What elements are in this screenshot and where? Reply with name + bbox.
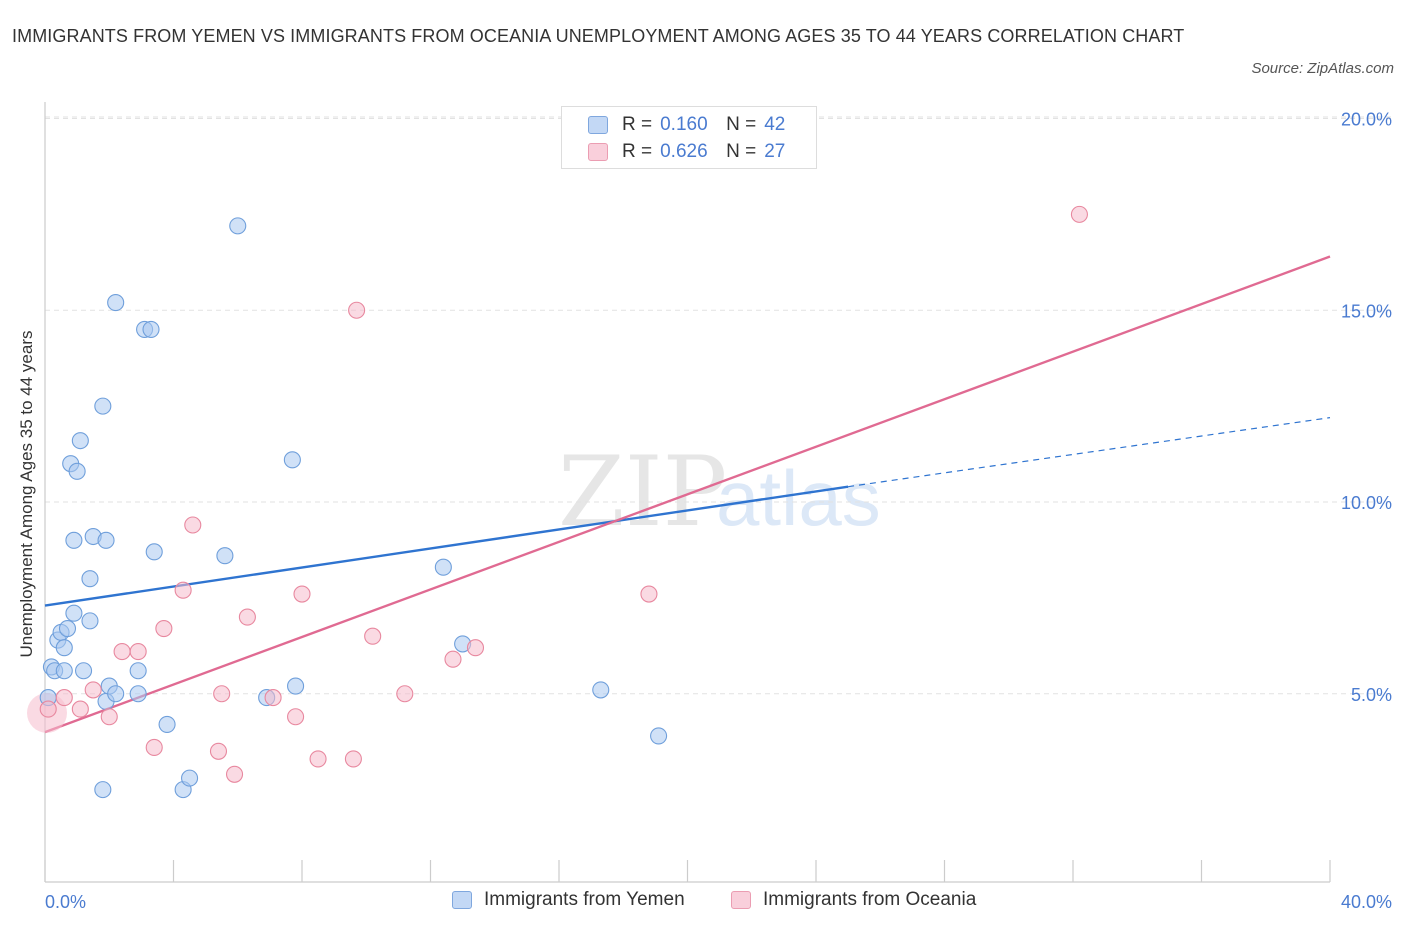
series-swatch-oceania — [731, 891, 751, 909]
grid-lines — [45, 116, 1392, 695]
legend-row-oceania: R = 0.626 N = 27 — [588, 140, 785, 164]
series-legend-label-oceania: Immigrants from Oceania — [763, 889, 977, 910]
point-oceania — [155, 620, 173, 638]
point-yemen — [55, 639, 73, 657]
point-yemen — [287, 677, 305, 695]
legend-row-yemen: R = 0.160 N = 42 — [588, 113, 785, 137]
series-legend: Immigrants from Yemen Immigrants from Oc… — [0, 889, 1406, 915]
y-tick-label: 10.0% — [1341, 493, 1392, 513]
point-yemen — [58, 620, 77, 638]
series-swatch-yemen — [452, 891, 472, 909]
point-oceania — [396, 685, 414, 703]
trend-line-oceania — [44, 255, 1331, 734]
point-yemen — [142, 320, 160, 338]
point-oceania — [84, 681, 102, 699]
point-oceania — [1070, 205, 1088, 223]
point-oceania — [129, 643, 147, 661]
point-oceania — [444, 650, 462, 668]
point-yemen — [68, 462, 86, 480]
point-yemen — [283, 451, 301, 469]
point-yemen — [158, 715, 176, 733]
point-oceania — [55, 689, 73, 707]
legend-r-value-oceania: 0.626 — [660, 141, 708, 162]
point-oceania — [344, 750, 362, 768]
point-oceania — [100, 708, 118, 726]
chart-title: IMMIGRANTS FROM YEMEN VS IMMIGRANTS FROM… — [12, 26, 1185, 46]
y-tick-label: 20.0% — [1341, 110, 1392, 130]
point-oceania — [466, 639, 485, 657]
point-oceania — [113, 643, 131, 661]
point-yemen — [94, 397, 112, 415]
point-yemen — [65, 604, 83, 622]
source-label: Source: ZipAtlas.com — [1251, 60, 1394, 77]
legend-n-label: N = — [726, 141, 757, 162]
point-oceania — [640, 585, 658, 603]
point-yemen — [94, 781, 112, 799]
watermark-atlas: atlas — [716, 454, 881, 542]
data-points — [27, 125, 1088, 799]
point-oceania — [364, 627, 382, 645]
legend-n-label: N = — [726, 114, 757, 135]
trend-line-yemen — [44, 485, 849, 607]
legend-n-value-oceania: 27 — [764, 141, 786, 162]
point-yemen — [71, 432, 89, 450]
point-yemen — [107, 685, 125, 703]
legend-n-value-yemen: 42 — [764, 114, 786, 135]
point-oceania — [174, 581, 192, 599]
legend-r-label: R = — [622, 141, 653, 162]
point-oceania — [184, 516, 202, 534]
legend-swatch-yemen — [588, 116, 608, 134]
point-oceania — [209, 742, 228, 760]
point-yemen — [181, 769, 199, 787]
correlation-legend: R = 0.160 N = 42 R = 0.626 N = 27 — [561, 106, 817, 169]
point-yemen — [229, 217, 247, 235]
legend-r-label: R = — [622, 114, 653, 135]
point-oceania — [71, 700, 89, 718]
watermark-zip: ZIP — [558, 436, 727, 548]
y-tick-label: 5.0% — [1351, 685, 1392, 705]
tick-labels: 5.0% 10.0% 15.0% 20.0% 0.0% 40.0% — [45, 110, 1392, 913]
legend-swatch-oceania — [588, 143, 608, 161]
point-yemen — [129, 662, 147, 680]
point-yemen — [65, 531, 83, 549]
point-oceania — [287, 708, 305, 726]
y-tick-label: 15.0% — [1341, 301, 1392, 321]
point-yemen — [434, 558, 452, 576]
trend-lines — [44, 255, 1331, 734]
legend-r-value-yemen: 0.160 — [660, 114, 708, 135]
point-yemen — [81, 612, 99, 630]
point-yemen — [592, 681, 610, 699]
point-yemen — [145, 543, 163, 561]
point-yemen — [81, 570, 99, 588]
trend-line-yemen-extension — [848, 417, 1331, 488]
point-yemen — [75, 662, 93, 680]
watermark: ZIP atlas — [558, 436, 881, 548]
axes — [44, 102, 1331, 883]
point-oceania — [225, 765, 244, 783]
point-oceania — [213, 685, 231, 703]
series-legend-label-yemen: Immigrants from Yemen — [484, 889, 685, 910]
point-oceania — [348, 301, 366, 319]
point-yemen — [216, 547, 234, 565]
x-tick-label-max: 40.0% — [1341, 892, 1392, 912]
point-oceania — [145, 738, 163, 756]
point-oceania — [264, 689, 282, 707]
point-oceania — [39, 700, 57, 718]
series-legend-oceania: Immigrants from Oceania — [731, 889, 976, 911]
point-yemen — [129, 685, 147, 703]
point-yemen — [650, 727, 668, 745]
point-yemen — [55, 662, 73, 680]
point-oceania — [238, 608, 256, 626]
x-tick-label-min: 0.0% — [45, 892, 86, 912]
point-oceania — [293, 585, 311, 603]
point-yemen — [97, 531, 115, 549]
series-legend-yemen: Immigrants from Yemen — [452, 889, 685, 911]
point-yemen — [107, 294, 125, 312]
point-oceania — [309, 750, 327, 768]
